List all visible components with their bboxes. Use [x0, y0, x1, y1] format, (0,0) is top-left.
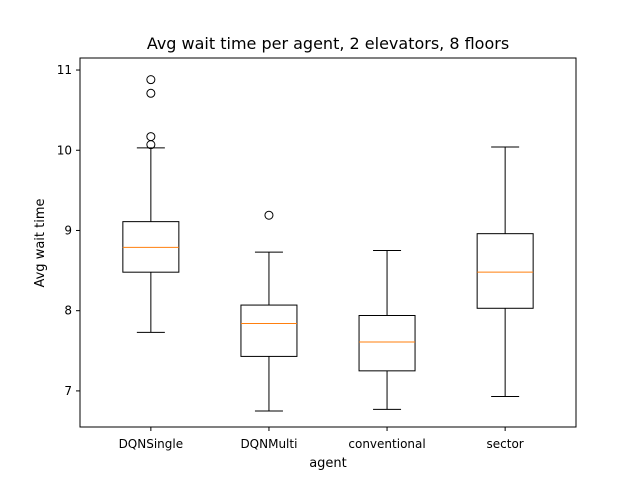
iqr-box	[476, 233, 534, 309]
y-axis-label: Avg wait time	[33, 198, 48, 287]
outlier-point	[146, 75, 156, 85]
y-tick-label: 7	[64, 384, 72, 398]
box-DQNMulti	[240, 210, 298, 412]
x-axis-ticks: DQNSingle DQNMulti conventional sector	[119, 427, 524, 451]
box-DQNSingle	[122, 75, 180, 333]
outlier-point	[146, 88, 156, 98]
outlier-point	[264, 210, 274, 220]
y-tick-label: 9	[64, 223, 72, 237]
iqr-box	[358, 314, 416, 372]
iqr-box	[240, 304, 298, 357]
outlier-point	[146, 132, 156, 142]
y-axis-ticks: 7 8 9 10 11	[57, 63, 80, 398]
chart-title: Avg wait time per agent, 2 elevators, 8 …	[147, 34, 509, 53]
y-tick-label: 8	[64, 304, 72, 318]
x-axis-label: agent	[309, 456, 347, 471]
y-tick-label: 10	[57, 143, 72, 157]
box-conventional	[358, 250, 416, 410]
plot-frame	[79, 57, 577, 428]
y-tick-label: 11	[57, 63, 72, 77]
x-tick-label: DQNSingle	[119, 437, 184, 451]
x-tick-label: sector	[487, 437, 524, 451]
x-tick-label: conventional	[348, 437, 425, 451]
box-sector	[476, 146, 534, 398]
x-tick-label: DQNMulti	[240, 437, 297, 451]
plot-area	[79, 57, 577, 428]
